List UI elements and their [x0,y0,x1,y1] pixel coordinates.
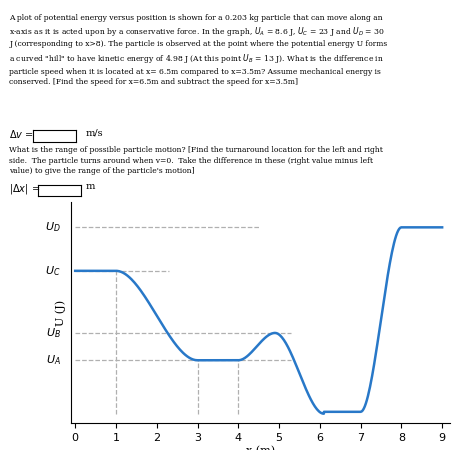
X-axis label: x (m): x (m) [246,446,275,450]
Text: $\Delta v$ =: $\Delta v$ = [9,128,34,140]
Text: $U_A$: $U_A$ [46,353,61,367]
Text: m/s: m/s [85,128,103,137]
Y-axis label: U (J): U (J) [55,300,65,326]
Text: $U_D$: $U_D$ [45,220,61,234]
Text: $U_C$: $U_C$ [46,264,61,278]
Text: m: m [85,182,95,191]
Text: $|\Delta x|$ =: $|\Delta x|$ = [9,182,41,196]
Text: What is the range of possible particle motion? [Find the turnaround location for: What is the range of possible particle m… [9,146,383,175]
Text: $U_B$: $U_B$ [46,326,61,340]
Text: A plot of potential energy versus position is shown for a 0.203 kg particle that: A plot of potential energy versus positi… [9,14,388,86]
